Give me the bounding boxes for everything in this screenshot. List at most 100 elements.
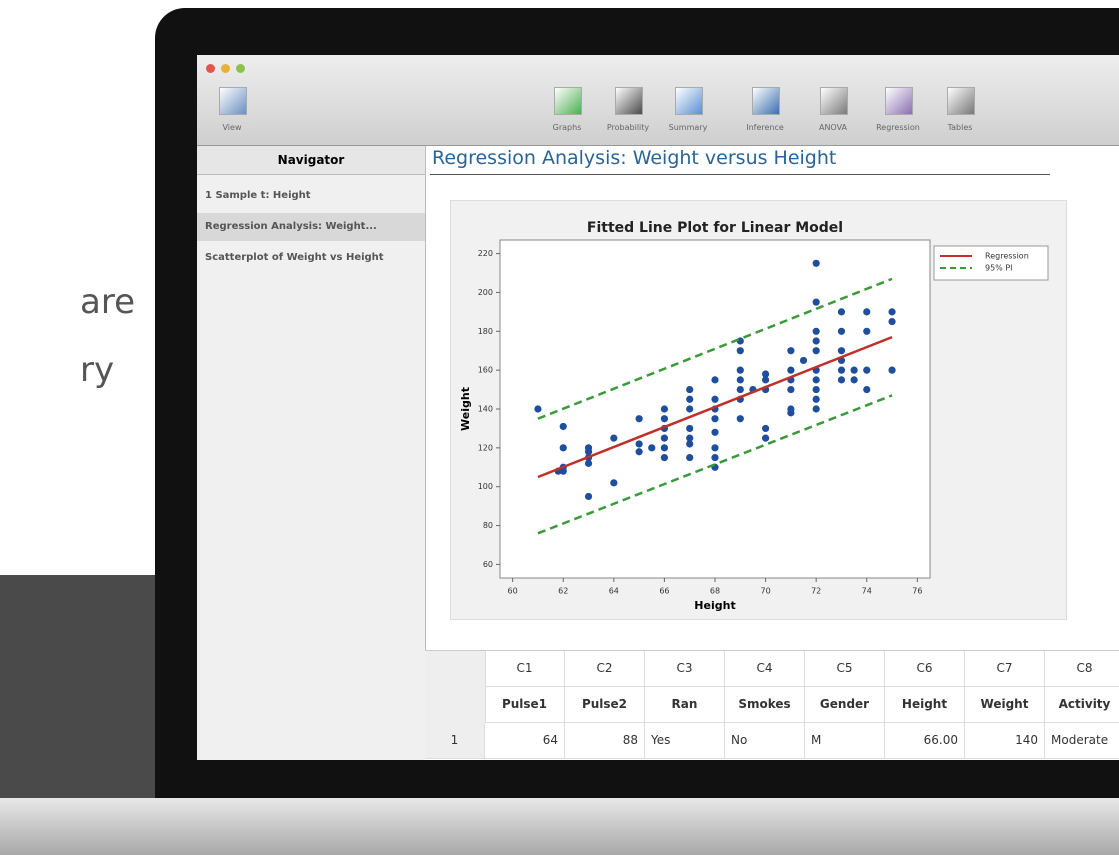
column-id: C4 xyxy=(725,651,805,687)
data-point xyxy=(736,347,744,355)
marketing-text: ry xyxy=(80,350,115,390)
regression-line xyxy=(537,335,893,479)
cell: M xyxy=(805,723,885,759)
lower-bound-line xyxy=(537,394,893,535)
data-point xyxy=(584,459,593,467)
toolbar-label: Inference xyxy=(746,123,784,132)
data-point xyxy=(787,385,795,394)
navigator-item[interactable]: Regression Analysis: Weight... xyxy=(197,213,425,241)
toolbar-button[interactable]: View xyxy=(202,83,262,139)
data-point xyxy=(686,453,694,462)
data-point xyxy=(799,356,808,365)
x-tick-label: 72 xyxy=(811,587,821,596)
cell: 140 xyxy=(965,723,1045,759)
data-point xyxy=(888,317,896,326)
toolbar-label: Tables xyxy=(947,123,973,132)
data-point xyxy=(863,366,871,374)
toolbar-label: ANOVA xyxy=(818,123,848,132)
y-axis-label: Weight xyxy=(459,387,472,431)
y-tick-label: 180 xyxy=(478,327,493,336)
column-name: Pulse2 xyxy=(565,687,645,723)
toolbar-icon xyxy=(554,87,582,115)
marketing-text: are xyxy=(80,282,135,322)
toolbar-icon xyxy=(752,87,780,115)
data-point xyxy=(761,424,770,433)
data-point xyxy=(761,370,770,378)
column-name: Weight xyxy=(965,687,1045,723)
zoom-button[interactable] xyxy=(236,64,245,73)
navigator-item[interactable]: Scatterplot of Weight vs Height xyxy=(205,252,384,263)
data-point xyxy=(660,415,669,423)
data-point xyxy=(610,434,618,442)
legend-label: 95% PI xyxy=(985,264,1013,273)
data-point xyxy=(711,395,719,403)
data-point xyxy=(736,385,744,394)
data-point xyxy=(812,259,820,267)
data-point xyxy=(635,448,643,456)
upper-bound-line xyxy=(537,277,893,420)
data-point xyxy=(761,376,770,384)
column-id: C1 xyxy=(485,651,565,687)
toolbar-button[interactable]: Graphs xyxy=(537,83,597,139)
column-id: C7 xyxy=(965,651,1045,687)
legend-label: Regression xyxy=(985,252,1029,261)
output-title: Regression Analysis: Weight versus Heigh… xyxy=(432,147,837,169)
toolbar-icon xyxy=(947,87,975,115)
navigator-item[interactable]: 1 Sample t: Height xyxy=(205,190,311,201)
column-name: Height xyxy=(885,687,965,723)
data-point xyxy=(711,415,719,423)
toolbar-button[interactable]: ANOVA xyxy=(803,83,863,139)
data-point xyxy=(888,308,896,316)
data-point xyxy=(648,444,656,452)
data-point xyxy=(837,327,846,335)
toolbar-button[interactable]: Probability xyxy=(598,83,658,139)
toolbar-icon xyxy=(885,87,913,115)
data-point xyxy=(863,327,871,335)
column-name: Smokes xyxy=(725,687,805,723)
data-point xyxy=(660,444,669,452)
toolbar-button[interactable]: Tables xyxy=(930,83,990,139)
toolbar-label: Summary xyxy=(668,123,708,132)
toolbar-button[interactable]: Inference xyxy=(735,83,795,139)
data-point xyxy=(711,376,719,384)
data-point xyxy=(863,308,871,316)
row-number: 1 xyxy=(425,723,485,759)
chart-title: Fitted Line Plot for Linear Model xyxy=(587,220,843,236)
data-point xyxy=(711,453,719,462)
data-point xyxy=(660,453,669,462)
minimize-button[interactable] xyxy=(221,64,230,73)
laptop-base xyxy=(0,798,1119,855)
y-tick-label: 220 xyxy=(478,249,493,258)
corner-cell xyxy=(425,651,486,723)
data-point xyxy=(837,347,846,355)
data-point xyxy=(660,434,669,442)
y-tick-label: 100 xyxy=(478,482,493,491)
data-point xyxy=(559,444,567,452)
navigator-title: Navigator xyxy=(197,146,425,175)
x-tick-label: 66 xyxy=(659,587,669,596)
data-point xyxy=(686,385,694,394)
data-point xyxy=(812,298,820,306)
toolbar-button[interactable]: Regression xyxy=(868,83,928,139)
data-point xyxy=(812,347,820,355)
data-point xyxy=(711,428,719,436)
column-name: Activity xyxy=(1045,687,1119,723)
x-axis-label: Height xyxy=(694,599,735,612)
close-button[interactable] xyxy=(206,64,215,73)
column-name: Ran xyxy=(645,687,725,723)
toolbar-button[interactable]: Summary xyxy=(658,83,718,139)
data-point xyxy=(787,405,795,413)
data-point xyxy=(837,308,846,316)
data-point xyxy=(812,327,820,335)
cell: 88 xyxy=(565,723,645,759)
column-id: C8 xyxy=(1045,651,1119,687)
data-point xyxy=(812,395,820,403)
left-band xyxy=(0,575,160,815)
toolbar-icon xyxy=(219,87,247,115)
data-point xyxy=(850,376,858,384)
data-point xyxy=(888,366,896,374)
data-point xyxy=(610,479,618,487)
cell: 66.00 xyxy=(885,723,965,759)
